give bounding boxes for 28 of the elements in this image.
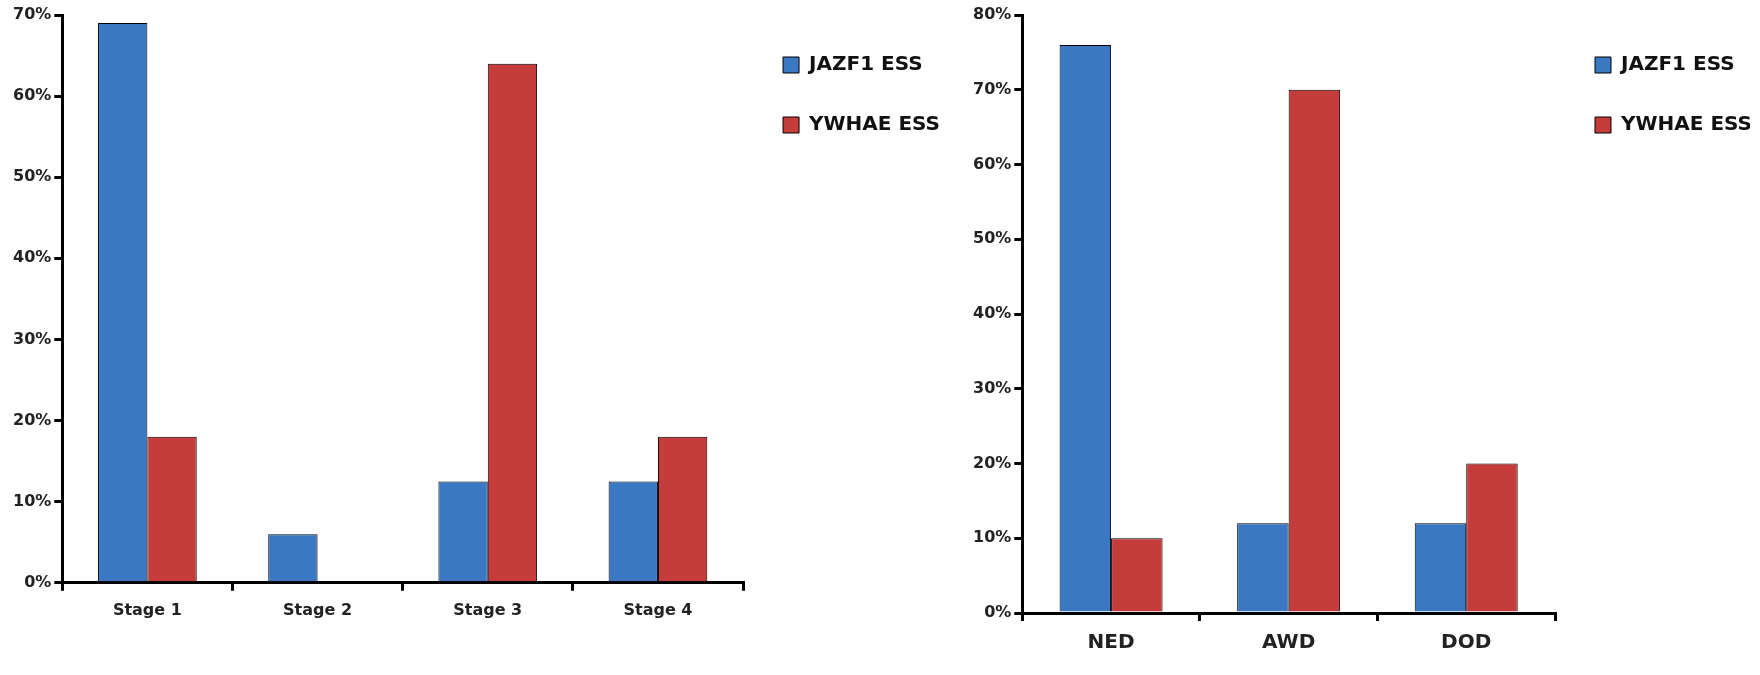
x-tick-label: AWD — [1262, 629, 1316, 654]
y-tick-label: 60% — [973, 153, 1012, 173]
y-tick-label: 20% — [13, 409, 52, 429]
x-tick-label: Stage 1 — [112, 599, 182, 619]
y-tick-label: 30% — [973, 377, 1012, 397]
y-tick-label: 20% — [973, 452, 1012, 472]
x-tick-label: Stage 4 — [623, 599, 693, 619]
y-tick-label: 70% — [973, 78, 1012, 98]
y-tick-label: 50% — [973, 228, 1012, 248]
y-tick-label: 0% — [984, 602, 1012, 622]
x-tick-label: NED — [1087, 629, 1135, 654]
y-tick-label: 70% — [13, 4, 52, 24]
x-tick-label: Stage 3 — [453, 599, 523, 619]
y-tick-label: 0% — [24, 571, 52, 591]
y-tick-label: 10% — [13, 490, 52, 510]
legend-label: JAZF1 ESS — [807, 51, 923, 76]
y-tick-label: 40% — [13, 247, 52, 267]
y-tick-label: 60% — [13, 85, 52, 105]
y-tick-label: 10% — [973, 527, 1012, 547]
legend-label: YWHAE ESS — [1620, 111, 1752, 136]
y-tick-label: 80% — [973, 4, 1012, 24]
y-tick-label: 30% — [13, 328, 52, 348]
legend-label: YWHAE ESS — [808, 111, 941, 136]
legend-label: JAZF1 ESS — [1619, 51, 1735, 76]
x-tick-label: DOD — [1441, 629, 1492, 654]
y-tick-label: 50% — [13, 166, 52, 186]
x-tick-label: Stage 2 — [283, 599, 353, 619]
y-tick-label: 40% — [973, 303, 1012, 323]
